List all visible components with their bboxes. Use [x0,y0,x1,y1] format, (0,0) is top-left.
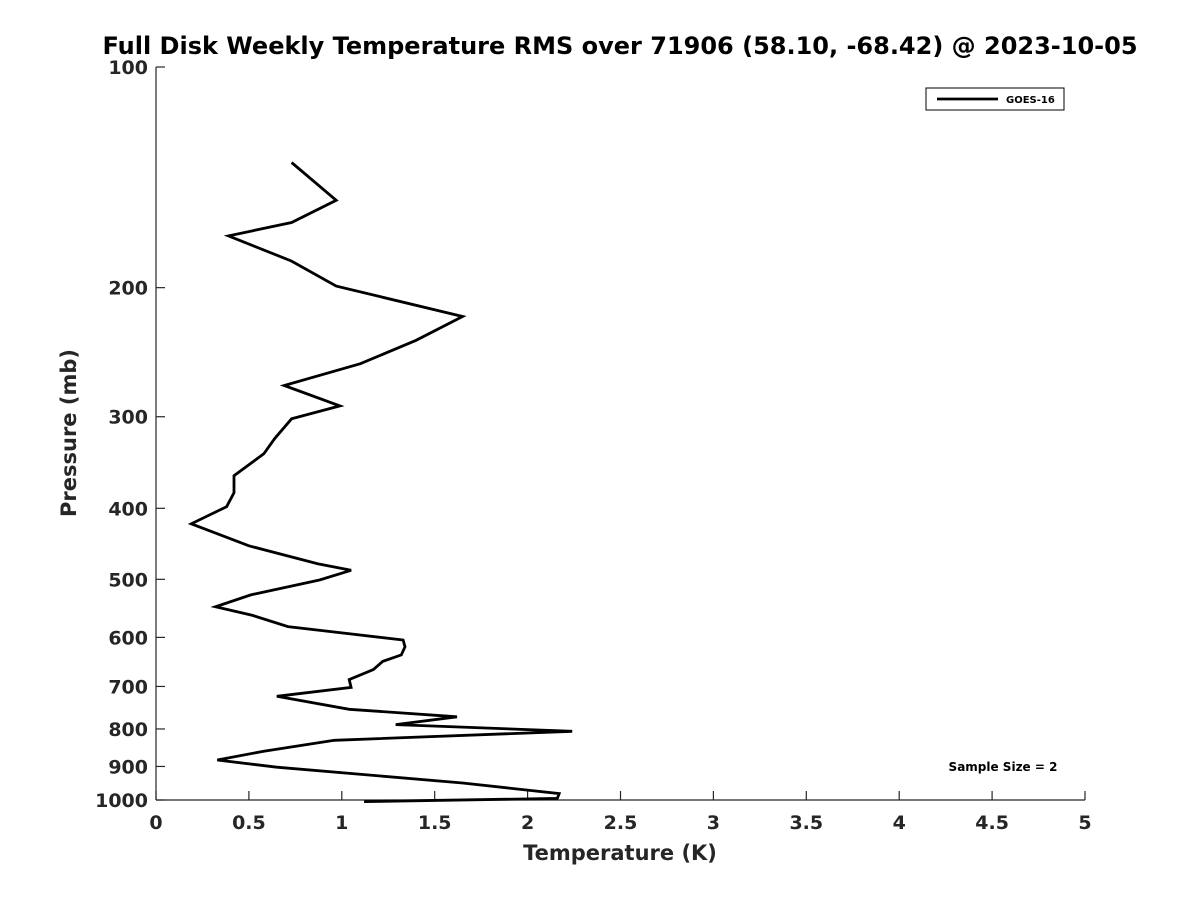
x-tick-label: 0 [149,812,162,834]
chart-title: Full Disk Weekly Temperature RMS over 71… [102,32,1137,60]
x-tick-label: 4.5 [975,812,1009,834]
plot-area: 0 0.5 1 1.5 2 2.5 3 3.5 4 4.5 5 100 200 300 400 500 600 7… [95,57,1092,834]
y-tick-label: 800 [108,719,148,741]
x-tick-label: 1 [335,812,348,834]
y-tick-label: 700 [108,676,148,698]
series-line-goes-16 [187,161,573,803]
y-tick-label: 300 [108,407,148,429]
y-tick-label: 600 [108,627,148,649]
y-tick-label: 400 [108,498,148,520]
x-tick-label: 5 [1078,812,1091,834]
y-tick-label: 500 [108,569,148,591]
y-tick-label: 200 [108,278,148,300]
sample-size-annotation: Sample Size = 2 [949,760,1058,774]
x-tick-label: 1.5 [418,812,452,834]
x-tick-label: 3.5 [789,812,823,834]
x-tick-label: 4 [893,812,906,834]
x-axis-label: Temperature (K) [523,841,717,865]
legend-label: GOES-16 [1006,95,1055,106]
y-tick-label: 1000 [95,790,148,812]
y-tick-label: 100 [108,57,148,79]
x-tick-label: 3 [707,812,720,834]
x-tick-label: 2.5 [604,812,638,834]
y-tick-label: 900 [108,756,148,778]
x-tick-label: 2 [521,812,534,834]
x-tick-label: 0.5 [232,812,266,834]
y-axis-label: Pressure (mb) [57,349,81,517]
